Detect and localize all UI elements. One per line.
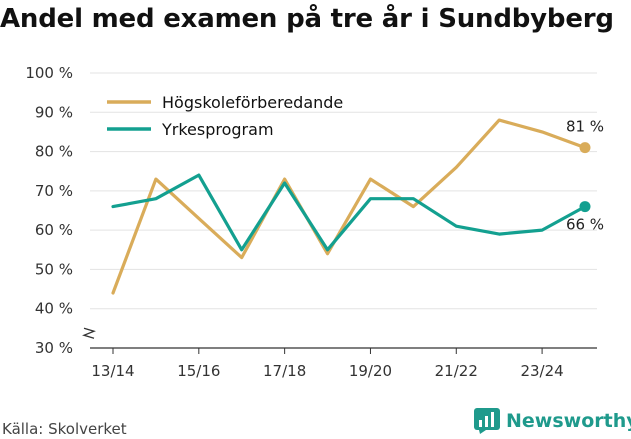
y-tick-label: 60 % [35, 221, 73, 239]
legend: Högskoleförberedande Yrkesprogram [107, 93, 343, 139]
y-tick-label: 50 % [35, 260, 73, 278]
x-tick-label: 13/14 [91, 362, 134, 380]
series-end-point [579, 201, 591, 213]
legend-label: Högskoleförberedande [162, 93, 343, 112]
chart-title: Andel med examen på tre år i Sundbyberg [0, 4, 614, 34]
axis-break-icon [82, 327, 96, 339]
brand-name: Newsworthy [506, 410, 631, 432]
y-tick-label: 30 % [35, 339, 73, 357]
newsworthy-logo-icon [474, 408, 500, 434]
y-tick-label: 70 % [35, 182, 73, 200]
legend-label: Yrkesprogram [161, 120, 274, 139]
y-tick-label: 90 % [35, 103, 73, 121]
x-tick-label: 17/18 [263, 362, 306, 380]
x-tick-label: 19/20 [349, 362, 392, 380]
x-tick-label: 23/24 [520, 362, 563, 380]
series-end-point [579, 142, 591, 154]
y-tick-label: 40 % [35, 300, 73, 318]
series-end-label: 66 % [566, 216, 604, 234]
series-end-label: 81 % [566, 118, 604, 136]
series-line-yrkesprogram [111, 173, 587, 252]
x-tick-label: 21/22 [435, 362, 478, 380]
source-note: Källa: Skolverket [2, 420, 127, 438]
gridlines [90, 72, 597, 349]
y-tick-label: 100 % [25, 64, 73, 82]
series-lines: 81 % 66 % [111, 118, 604, 295]
x-tick-label: 15/16 [177, 362, 220, 380]
series-line-hogskoleforberedande [111, 118, 587, 295]
y-tick-label: 80 % [35, 143, 73, 161]
axes: 30 % 40 % 50 % 60 % 70 % 80 % 90 % 100 % 13/14 15… [25, 64, 563, 380]
brand-logo: Newsworthy [474, 408, 631, 434]
